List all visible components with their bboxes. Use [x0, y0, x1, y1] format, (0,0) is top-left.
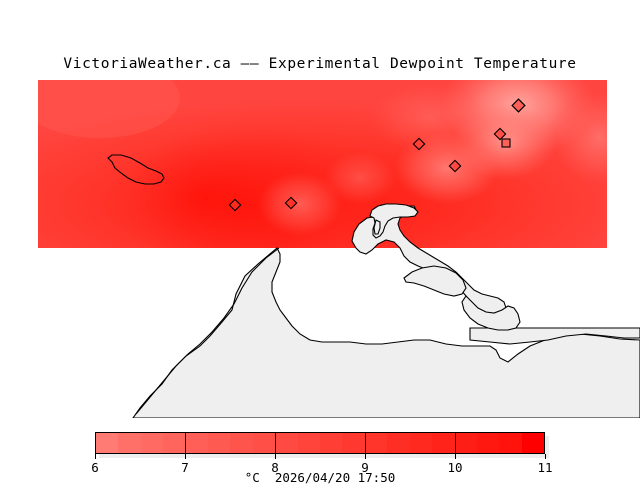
colorbar-tick-label: 10: [447, 460, 463, 475]
colorbar-segment: [521, 433, 545, 453]
colorbar-segment: [140, 433, 164, 453]
island-outline-west: [107, 154, 165, 185]
colorbar-segment: [476, 433, 500, 453]
station-marker[interactable]: [448, 159, 462, 173]
colorbar-tick-label: 9: [361, 460, 369, 475]
field-cool-blob-central: [324, 152, 396, 204]
colorbar-segment: [499, 433, 522, 453]
colorbar[interactable]: [95, 432, 545, 454]
colorbar-segment: [230, 433, 253, 453]
colorbar-segment: [320, 433, 343, 453]
colorbar-segment: [387, 433, 410, 453]
colorbar-segment: [275, 433, 298, 453]
colorbar-tick: [365, 454, 366, 459]
colorbar-tick-label: 8: [271, 460, 279, 475]
colorbar-area: 6 7 8 9 10 11 °C 2026/04/20 17:50: [0, 424, 640, 485]
colorbar-segment: [208, 433, 231, 453]
colorbar-segment: [252, 433, 276, 453]
colorbar-segment: [409, 433, 433, 453]
field-cool-blob-sw: [258, 172, 342, 236]
colorbar-tick: [95, 454, 96, 459]
coastline-south-trace: [135, 247, 280, 415]
field-cool-blob-east: [554, 92, 607, 184]
land-island-southeast: [403, 265, 467, 297]
page-title: VictoriaWeather.ca —— Experimental Dewpo…: [63, 56, 577, 72]
colorbar-tick: [455, 454, 456, 459]
land-inlet-northeast: [461, 295, 521, 331]
colorbar-segment: [432, 433, 455, 453]
colorbar-major-tick: [185, 432, 186, 454]
colorbar-tick-label: 6: [91, 460, 99, 475]
colorbar-tick-label: 11: [537, 460, 553, 475]
colorbar-major-tick: [455, 432, 456, 454]
colorbar-major-tick: [365, 432, 366, 454]
station-marker[interactable]: [284, 196, 298, 210]
land-northeast-gray: [469, 327, 640, 345]
colorbar-segment: [118, 433, 141, 453]
station-marker[interactable]: [511, 98, 526, 113]
colorbar-segment: [364, 433, 388, 453]
station-marker[interactable]: [412, 137, 426, 151]
colorbar-segment: [185, 433, 209, 453]
colorbar-major-tick: [275, 432, 276, 454]
colorbar-tick: [185, 454, 186, 459]
colorbar-segment: [342, 433, 365, 453]
colorbar-segment: [454, 433, 477, 453]
station-marker[interactable]: [501, 138, 511, 148]
colorbar-segment: [297, 433, 321, 453]
station-marker[interactable]: [493, 127, 507, 141]
map-plot[interactable]: [0, 78, 640, 418]
field-hot-core-inner: [110, 132, 300, 248]
colorbar-tick: [275, 454, 276, 459]
colorbar-segment: [163, 433, 186, 453]
field-warm-nw: [38, 80, 180, 138]
map-canvas[interactable]: [0, 78, 640, 418]
colorbar-tick-label: 7: [181, 460, 189, 475]
field-cool-blob-north: [370, 84, 490, 152]
station-markers[interactable]: [228, 98, 526, 212]
land-spit-hook: [369, 203, 419, 239]
station-marker[interactable]: [228, 198, 242, 212]
colorbar-tick: [545, 454, 546, 459]
colorbar-caption: °C 2026/04/20 17:50: [244, 470, 396, 485]
colorbar-wrap[interactable]: 6 7 8 9 10 11: [91, 432, 553, 475]
colorbar-segment: [96, 433, 119, 453]
